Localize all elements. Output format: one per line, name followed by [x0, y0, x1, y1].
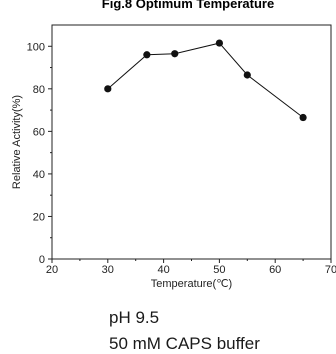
- series-group: [104, 39, 307, 122]
- data-point-0: [104, 85, 112, 93]
- x-tick-label-2: 40: [157, 264, 169, 276]
- data-point-4: [243, 71, 251, 79]
- x-tick-label-5: 70: [325, 264, 336, 276]
- x-tick-label-0: 20: [46, 264, 58, 276]
- series-line-0: [107, 42, 304, 118]
- data-point-3: [215, 39, 223, 47]
- y-tick-label-5: 100: [27, 41, 45, 53]
- buffer-note: 50 mM CAPS buffer: [109, 334, 260, 353]
- x-axis-label: Temperature(℃): [151, 278, 232, 290]
- y-tick-label-4: 80: [33, 84, 45, 96]
- chart-title: Fig.8 Optimum Temperature: [102, 0, 274, 11]
- y-tick-label-3: 60: [33, 126, 45, 138]
- data-point-5: [299, 113, 307, 122]
- data-point-1: [143, 51, 151, 59]
- x-tick-label-4: 60: [269, 264, 281, 276]
- ph-note: pH 9.5: [109, 308, 160, 327]
- x-tick-label-3: 50: [213, 264, 225, 276]
- y-axis-label: Relative Activity(%): [11, 95, 23, 189]
- data-point-2: [171, 50, 179, 58]
- y-tick-label-2: 40: [33, 169, 45, 181]
- chart: Fig.8 Optimum Temperature 20 30 40 50 60 70 0…: [11, 0, 336, 290]
- y-tick-label-1: 20: [33, 211, 45, 223]
- plot-area: [51, 24, 332, 260]
- x-tick-label-1: 30: [102, 264, 114, 276]
- x-axis: 20 30 40 50 60 70: [46, 259, 336, 276]
- y-axis: 0 20 40 60 80 100: [27, 41, 52, 266]
- y-tick-label-0: 0: [39, 254, 45, 266]
